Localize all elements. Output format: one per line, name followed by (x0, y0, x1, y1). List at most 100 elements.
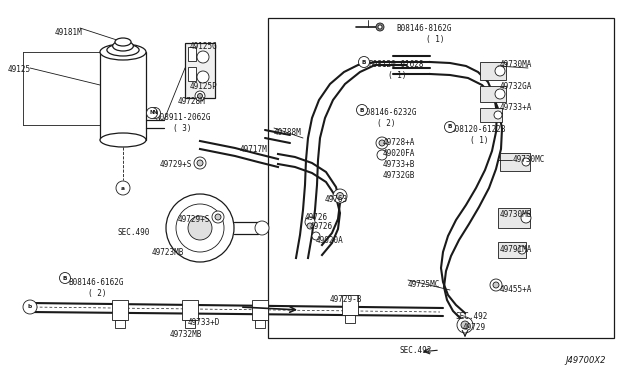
Text: 49729+S: 49729+S (178, 215, 211, 224)
Bar (498, 242, 526, 258)
Text: 49181M: 49181M (55, 28, 83, 37)
Circle shape (307, 223, 313, 229)
Circle shape (379, 140, 385, 146)
Text: SEC.492: SEC.492 (456, 312, 488, 321)
Bar (100, 52, 146, 140)
Circle shape (495, 89, 505, 99)
Circle shape (312, 232, 320, 240)
Text: B08146-6162G: B08146-6162G (68, 278, 124, 287)
Circle shape (494, 111, 502, 119)
Text: 49020FA: 49020FA (383, 149, 415, 158)
Circle shape (194, 157, 206, 169)
Bar (252, 300, 268, 320)
Text: B: B (360, 108, 364, 112)
Circle shape (150, 108, 161, 119)
Bar (185, 320, 195, 328)
Circle shape (518, 246, 526, 254)
Text: 49726: 49726 (305, 213, 328, 222)
Text: 49763: 49763 (325, 195, 348, 204)
Text: 49791MA: 49791MA (500, 245, 532, 254)
Text: 49725MC: 49725MC (408, 280, 440, 289)
Circle shape (376, 23, 384, 31)
Text: a: a (121, 186, 125, 190)
Circle shape (377, 150, 387, 160)
Text: SEC.492: SEC.492 (400, 346, 433, 355)
Text: b: b (28, 305, 32, 310)
Circle shape (333, 189, 347, 203)
Text: B08146-6232G: B08146-6232G (361, 108, 417, 117)
Text: ( 1): ( 1) (388, 71, 406, 80)
Text: 49728M: 49728M (178, 97, 205, 106)
Bar (115, 320, 125, 328)
Text: B: B (63, 276, 67, 280)
Text: 49729+S: 49729+S (160, 160, 193, 169)
Text: 49717M: 49717M (240, 145, 268, 154)
Bar (498, 208, 530, 228)
Text: B: B (362, 60, 366, 64)
Circle shape (195, 91, 205, 101)
Text: SEC.490: SEC.490 (118, 228, 150, 237)
Text: 49125P: 49125P (190, 82, 218, 91)
Text: 49732GA: 49732GA (500, 82, 532, 91)
Circle shape (490, 279, 502, 291)
Text: N: N (150, 110, 154, 115)
Text: J49700X2: J49700X2 (565, 356, 605, 365)
Bar (112, 300, 128, 320)
Text: 49125: 49125 (8, 65, 31, 74)
Text: 49728+A: 49728+A (383, 138, 415, 147)
Ellipse shape (107, 44, 139, 56)
Text: 49125G: 49125G (190, 42, 218, 51)
Circle shape (521, 213, 531, 223)
Circle shape (305, 217, 315, 227)
Bar (185, 43, 215, 98)
Text: 49729-B: 49729-B (330, 295, 362, 304)
Bar (188, 47, 196, 61)
Circle shape (212, 211, 224, 223)
Circle shape (116, 181, 130, 195)
Bar (255, 320, 265, 328)
Text: 49788M: 49788M (274, 128, 301, 137)
Text: 49729: 49729 (463, 323, 486, 332)
Ellipse shape (113, 41, 133, 51)
Text: 49730MB: 49730MB (500, 210, 532, 219)
Circle shape (60, 273, 70, 283)
Circle shape (457, 317, 473, 333)
Circle shape (356, 105, 367, 115)
Text: 49733+A: 49733+A (500, 103, 532, 112)
Text: B08120-61628: B08120-61628 (368, 60, 424, 69)
Circle shape (188, 216, 212, 240)
Circle shape (493, 282, 499, 288)
Text: ( 2): ( 2) (377, 119, 396, 128)
Bar (342, 295, 358, 315)
Circle shape (337, 192, 344, 199)
Circle shape (197, 51, 209, 63)
Circle shape (522, 158, 530, 166)
Bar (188, 67, 196, 81)
Circle shape (358, 57, 369, 67)
Text: B: B (448, 125, 452, 129)
Ellipse shape (100, 44, 146, 60)
Circle shape (255, 221, 269, 235)
Circle shape (147, 108, 157, 119)
Text: 49726: 49726 (310, 222, 333, 231)
Circle shape (176, 204, 224, 252)
Bar (345, 315, 355, 323)
Text: N08911-2062G: N08911-2062G (155, 113, 211, 122)
Circle shape (378, 25, 382, 29)
Circle shape (197, 71, 209, 83)
Text: 49730MA: 49730MA (500, 60, 532, 69)
Bar (480, 62, 506, 80)
Circle shape (461, 321, 469, 329)
Bar (480, 108, 502, 122)
Ellipse shape (115, 38, 131, 46)
Text: ( 2): ( 2) (88, 289, 106, 298)
Circle shape (197, 160, 203, 166)
Bar (182, 300, 198, 320)
Text: ( 1): ( 1) (426, 35, 445, 44)
Bar (500, 153, 530, 171)
Circle shape (166, 194, 234, 262)
Circle shape (445, 122, 456, 132)
Text: ( 1): ( 1) (470, 136, 488, 145)
Text: B08120-61228: B08120-61228 (450, 125, 506, 134)
Ellipse shape (100, 133, 146, 147)
